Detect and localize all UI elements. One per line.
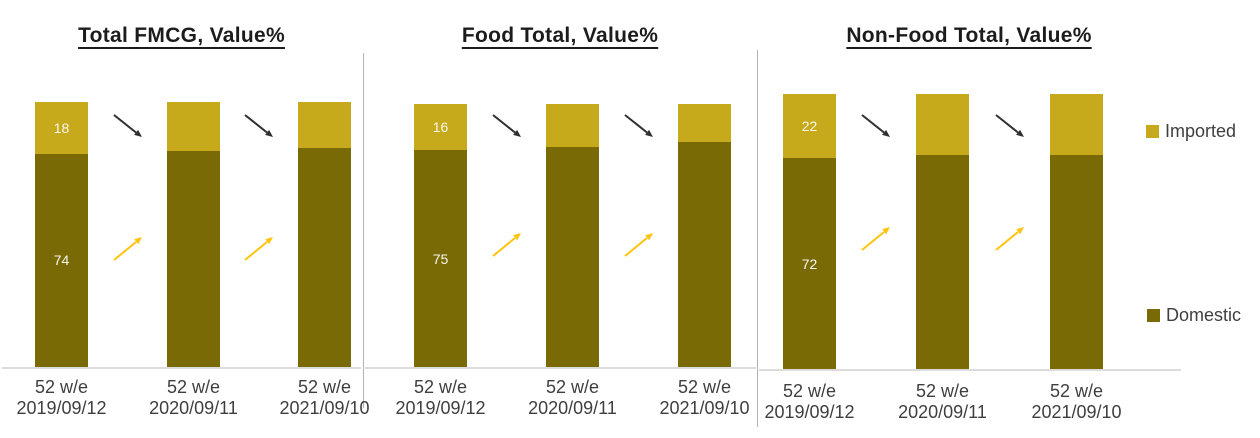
x-axis-label: 52 w/e 2020/09/11	[503, 377, 643, 419]
trend-up-arrow-icon	[111, 231, 145, 268]
x-axis-label-line1: 52 w/e	[297, 377, 352, 397]
x-axis-label-line1: 52 w/e	[413, 377, 468, 397]
bar-segment-domestic	[414, 150, 467, 367]
x-axis-label: 52 w/e 2021/09/10	[255, 377, 395, 419]
bar-value-label-imported: 22	[801, 117, 818, 134]
bar-segment-imported	[1050, 93, 1103, 156]
bar-segment-imported	[916, 93, 969, 156]
x-axis-label: 52 w/e 2019/09/12	[0, 377, 132, 419]
legend-swatch-domestic-icon	[1147, 309, 1160, 322]
trend-down-arrow-icon	[242, 112, 276, 147]
x-axis-line	[759, 369, 1181, 371]
x-axis-label-line2: 2020/09/11	[898, 402, 987, 422]
x-axis-label: 52 w/e 2019/09/12	[371, 377, 511, 419]
bar-value-label-imported: 16	[432, 119, 449, 136]
trend-up-arrow-icon	[242, 231, 276, 268]
trend-down-arrow-icon	[622, 112, 656, 147]
bar-segment-domestic	[298, 148, 351, 367]
legend-label-imported: Imported	[1165, 121, 1237, 141]
panel-title-non-food-total: Non-Food Total, Value%	[846, 24, 1092, 47]
bar-value-label-imported: 18	[53, 119, 70, 136]
x-axis-label: 52 w/e 2021/09/10	[1007, 381, 1147, 423]
bar-segment-imported	[167, 102, 220, 151]
panel-divider	[363, 53, 364, 408]
x-axis-label-line1: 52 w/e	[1049, 381, 1104, 401]
x-axis-label: 52 w/e 2020/09/11	[124, 377, 264, 419]
x-axis-label-line2: 2021/09/10	[659, 398, 750, 418]
x-axis-label: 52 w/e 2020/09/11	[873, 381, 1013, 423]
bar-segment-domestic	[678, 141, 731, 367]
x-axis-label-line1: 52 w/e	[677, 377, 732, 397]
trend-up-arrow-icon	[490, 227, 524, 264]
bar-segment-domestic	[783, 158, 836, 369]
bar-segment-imported	[298, 102, 351, 149]
x-axis-label-line1: 52 w/e	[34, 377, 89, 397]
bar-segment-imported	[678, 104, 731, 142]
bar-segment-imported	[414, 104, 467, 151]
bar-value-label-domestic: 72	[801, 255, 818, 272]
x-axis-label: 52 w/e 2021/09/10	[635, 377, 775, 419]
x-axis-label-line2: 2020/09/11	[149, 398, 238, 418]
x-axis-label: 52 w/e 2019/09/12	[740, 381, 880, 423]
legend-item-domestic: Domestic	[1147, 305, 1241, 326]
bar-value-label-domestic: 74	[53, 252, 70, 269]
x-axis-label-line1: 52 w/e	[782, 381, 837, 401]
trend-up-arrow-icon	[622, 227, 656, 264]
bar-segment-domestic	[167, 151, 220, 367]
bar-segment-imported	[546, 104, 599, 148]
legend-label-domestic: Domestic	[1166, 305, 1242, 325]
panel-title-total-fmcg: Total FMCG, Value%	[78, 24, 285, 47]
bar-segment-imported	[783, 93, 836, 159]
trend-down-arrow-icon	[490, 112, 524, 147]
x-axis-label-line2: 2019/09/12	[395, 398, 486, 418]
x-axis-line	[365, 367, 756, 369]
x-axis-label-line2: 2019/09/12	[764, 402, 855, 422]
bar-segment-imported	[35, 102, 88, 154]
trend-up-arrow-icon	[859, 221, 893, 258]
trend-down-arrow-icon	[859, 112, 893, 147]
bar-value-label-domestic: 75	[432, 250, 449, 267]
trend-up-arrow-icon	[993, 221, 1027, 258]
x-axis-label-line2: 2021/09/10	[1031, 402, 1122, 422]
x-axis-label-line2: 2019/09/12	[16, 398, 107, 418]
x-axis-label-line1: 52 w/e	[166, 377, 221, 397]
bar-segment-domestic	[35, 153, 88, 367]
x-axis-label-line1: 52 w/e	[915, 381, 970, 401]
trend-down-arrow-icon	[993, 112, 1027, 147]
legend-item-imported: Imported	[1146, 121, 1236, 142]
x-axis-label-line1: 52 w/e	[545, 377, 600, 397]
trend-down-arrow-icon	[111, 112, 145, 147]
bar-segment-domestic	[1050, 155, 1103, 369]
legend-swatch-imported-icon	[1146, 125, 1159, 138]
x-axis-label-line2: 2021/09/10	[279, 398, 370, 418]
x-axis-label-line2: 2020/09/11	[528, 398, 617, 418]
x-axis-line	[2, 367, 361, 369]
panel-title-food-total: Food Total, Value%	[461, 24, 659, 47]
bar-segment-domestic	[546, 147, 599, 367]
bar-segment-domestic	[916, 155, 969, 369]
panel-divider	[757, 50, 758, 427]
